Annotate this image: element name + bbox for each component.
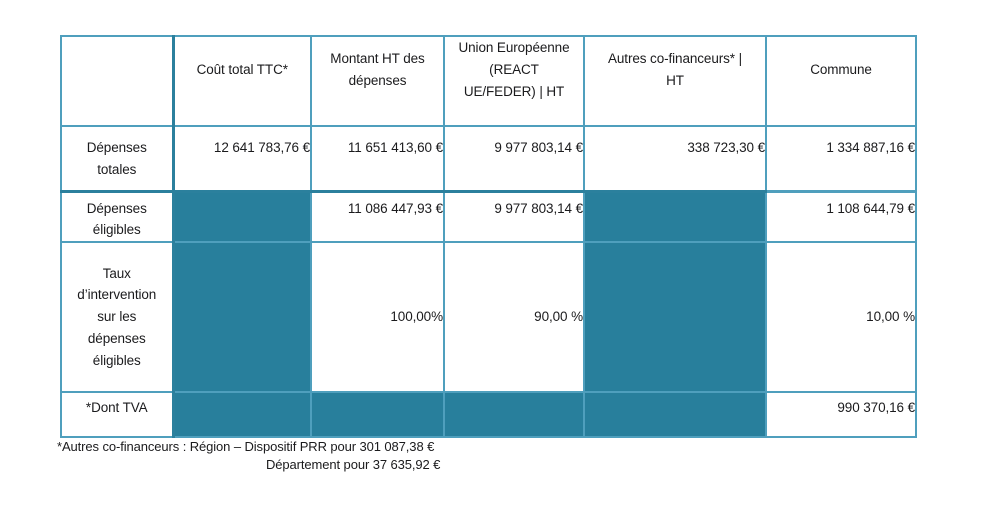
cell-tva-union-europeenne-empty bbox=[443, 391, 585, 439]
cell-tva-autres-cofinanceurs-empty bbox=[583, 391, 767, 439]
cell-eligibles-autres-cofinanceurs-empty bbox=[583, 189, 767, 244]
col-header-cout-total-ttc: Coût total TTC* bbox=[172, 35, 312, 127]
row-dont-tva: *Dont TVA 990 370,16 € bbox=[60, 391, 917, 439]
cell-totales-union-europeenne: 9 977 803,14 € bbox=[443, 125, 585, 192]
cell-taux-autres-cofinanceurs-empty bbox=[583, 241, 767, 394]
row-label-depenses-totales: Dépenses totales bbox=[60, 125, 175, 192]
cell-tva-commune: 990 370,16 € bbox=[765, 391, 917, 439]
cell-tva-cout-ttc-empty bbox=[172, 391, 312, 439]
cell-eligibles-commune: 1 108 644,79 € bbox=[765, 189, 917, 244]
cell-taux-cout-ttc-empty bbox=[172, 241, 312, 394]
cell-eligibles-montant-ht: 11 086 447,93 € bbox=[310, 189, 445, 244]
row-depenses-totales: Dépenses totales 12 641 783,76 € 11 651 … bbox=[60, 125, 917, 192]
cell-totales-montant-ht: 11 651 413,60 € bbox=[310, 125, 445, 192]
header-row: Coût total TTC* Montant HT des dépenses … bbox=[60, 35, 917, 127]
cell-taux-union-europeenne: 90,00 % bbox=[443, 241, 585, 394]
row-label-dont-tva: *Dont TVA bbox=[60, 391, 175, 439]
footnote-line-2: Département pour 37 635,92 € bbox=[266, 457, 441, 473]
row-label-taux-intervention: Taux d’intervention sur les dépenses éli… bbox=[60, 241, 175, 394]
cell-eligibles-cout-ttc-empty bbox=[172, 189, 312, 244]
footnote: *Autres co-financeurs : Région – Disposi… bbox=[57, 438, 440, 475]
row-depenses-eligibles: Dépenses éligibles 11 086 447,93 € 9 977… bbox=[60, 189, 917, 244]
corner-cell bbox=[60, 35, 175, 127]
cell-totales-autres-cofinanceurs: 338 723,30 € bbox=[583, 125, 767, 192]
cell-taux-montant-ht: 100,00% bbox=[310, 241, 445, 394]
cell-eligibles-union-europeenne: 9 977 803,14 € bbox=[443, 189, 585, 244]
col-header-montant-ht: Montant HT des dépenses bbox=[310, 35, 445, 127]
row-taux-intervention: Taux d’intervention sur les dépenses éli… bbox=[60, 241, 917, 394]
col-header-union-europeenne: Union Européenne (REACT UE/FEDER) | HT bbox=[443, 35, 585, 127]
footnote-line-1: *Autres co-financeurs : Région – Disposi… bbox=[57, 439, 435, 454]
cell-totales-commune: 1 334 887,16 € bbox=[765, 125, 917, 192]
cell-totales-cout-ttc: 12 641 783,76 € bbox=[172, 125, 312, 192]
col-header-commune: Commune bbox=[765, 35, 917, 127]
financing-table: Coût total TTC* Montant HT des dépenses … bbox=[60, 35, 917, 439]
cell-tva-montant-ht-empty bbox=[310, 391, 445, 439]
cell-taux-commune: 10,00 % bbox=[765, 241, 917, 394]
row-label-depenses-eligibles: Dépenses éligibles bbox=[60, 189, 175, 244]
col-header-autres-cofinanceurs: Autres co-financeurs* | HT bbox=[583, 35, 767, 127]
